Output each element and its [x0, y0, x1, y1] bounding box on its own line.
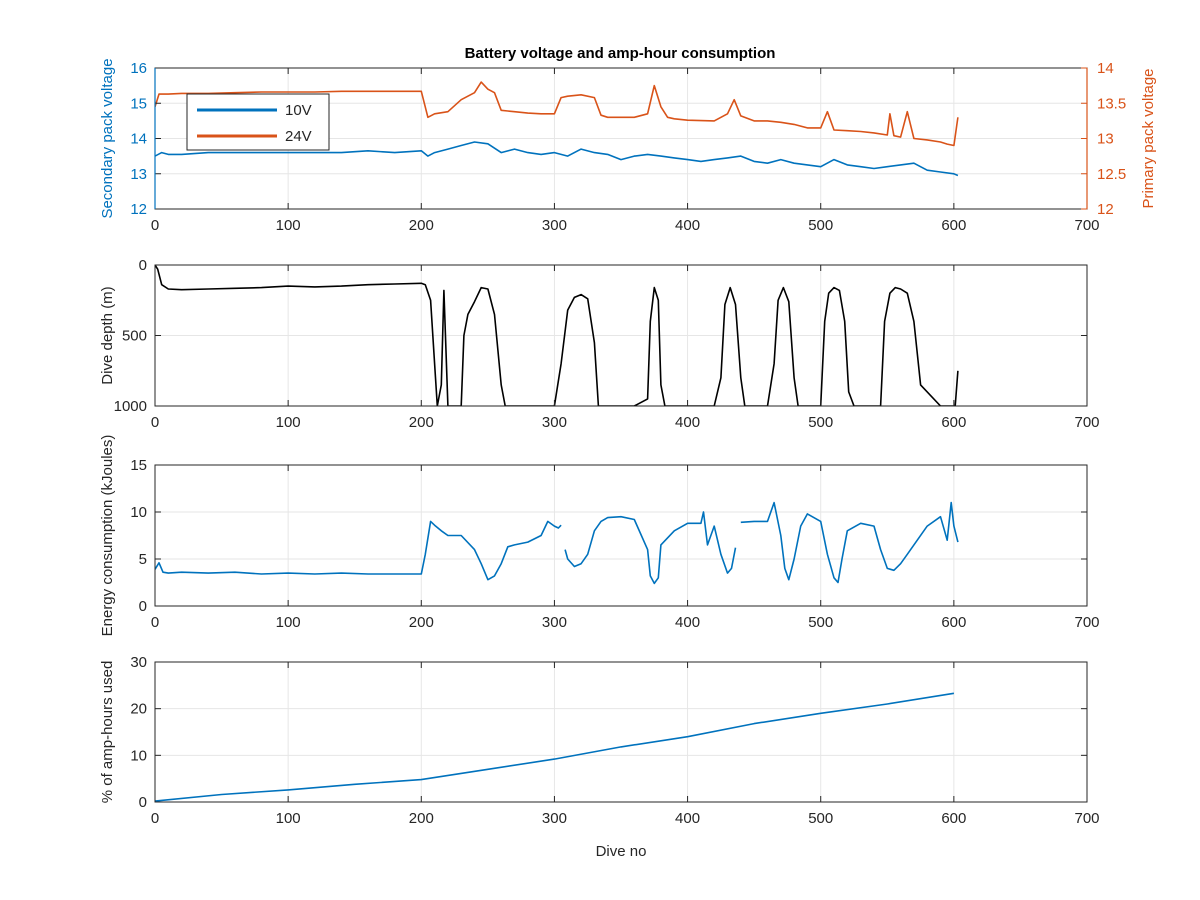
- x-tick-label: 0: [151, 217, 159, 234]
- subplot-4: 0 100 200 300 400 500 600 700 0 10 20 30 % of amp-ho…: [99, 654, 1100, 860]
- x-tick-label: 400: [675, 810, 700, 827]
- y-tick-label: 30: [130, 654, 147, 671]
- y-tick-label: 500: [122, 328, 147, 345]
- y-tick-label: 14: [130, 131, 147, 148]
- x-tick-label: 100: [276, 810, 301, 827]
- x-tick-label: 300: [542, 614, 567, 631]
- x-tick-label: 200: [409, 810, 434, 827]
- y-tick-label: 0: [139, 794, 147, 811]
- subplots-container: 0 100 200 300 400 500 600 70012131415161212.513…: [99, 58, 1157, 860]
- y-tick-label: 1000: [114, 398, 147, 415]
- x-tick-label: 300: [542, 810, 567, 827]
- y-tick-label: 15: [130, 95, 147, 112]
- legend-box: [186, 93, 330, 151]
- x-tick-label: 700: [1074, 217, 1099, 234]
- figure-title: Battery voltage and amp-hour consumption: [465, 45, 776, 62]
- x-tick-label: 700: [1074, 810, 1099, 827]
- subplot-1: 0 100 200 300 400 500 600 70012131415161212.513…: [99, 58, 1157, 234]
- x-axis-label: Dive no: [596, 843, 647, 860]
- y-axis-label: Secondary pack voltage: [99, 58, 116, 218]
- y-tick-label: 12: [130, 201, 147, 218]
- series-line-24V: [155, 81, 959, 147]
- y2-tick-label: 12.5: [1097, 166, 1126, 183]
- y-axis-label: % of amp-hours used: [99, 661, 116, 804]
- x-tick-label: 600: [941, 217, 966, 234]
- x-tick-label: 500: [808, 217, 833, 234]
- y-axis-label: Dive depth (m): [99, 286, 116, 384]
- y-tick-label: 15: [130, 457, 147, 474]
- subplot-3: 0 100 200 300 400 500 600 700 0 5 10 15 Energy consu…: [99, 435, 1100, 637]
- x-tick-label: 700: [1074, 614, 1099, 631]
- y-tick-label: 20: [130, 701, 147, 718]
- x-tick-label: 500: [808, 614, 833, 631]
- subplot-2: 0 100 200 300 400 500 600 700 0 500 1000 Dive depth…: [99, 257, 1100, 431]
- y-tick-label: 10: [130, 747, 147, 764]
- axes-box: [154, 464, 1088, 607]
- y-tick-label: 10: [130, 504, 147, 521]
- plot-area: [155, 662, 1087, 802]
- x-tick-label: 0: [151, 614, 159, 631]
- series-line-series-1: [155, 265, 959, 406]
- series-line-10V: [155, 141, 959, 177]
- legend-label-24V: 24V: [285, 128, 312, 145]
- y-axis-label: Energy consumption (kJoules): [99, 435, 116, 637]
- series-line-series-1-segment-1: [155, 520, 562, 581]
- series-line-series-1-segment-3: [740, 501, 959, 584]
- x-tick-label: 400: [675, 614, 700, 631]
- y-tick-label: 5: [139, 551, 147, 568]
- x-tick-label: 200: [409, 414, 434, 431]
- x-tick-label: 500: [808, 810, 833, 827]
- axes-box: [154, 661, 1088, 803]
- x-tick-label: 0: [151, 810, 159, 827]
- y-tick-label: 0: [139, 598, 147, 615]
- x-tick-label: 300: [542, 414, 567, 431]
- y2-axis-label: Primary pack voltage: [1140, 68, 1157, 208]
- series-line-series-1: [155, 692, 955, 802]
- x-tick-label: 600: [941, 414, 966, 431]
- y-tick-label: 16: [130, 60, 147, 77]
- x-tick-label: 400: [675, 414, 700, 431]
- legend-label-10V: 10V: [285, 102, 312, 119]
- x-tick-label: 100: [276, 414, 301, 431]
- x-tick-label: 100: [276, 217, 301, 234]
- x-tick-label: 0: [151, 414, 159, 431]
- x-tick-label: 200: [409, 217, 434, 234]
- x-tick-label: 400: [675, 217, 700, 234]
- legend: 10V 24V: [186, 93, 330, 151]
- x-tick-label: 600: [941, 810, 966, 827]
- y2-tick-label: 13: [1097, 131, 1114, 148]
- x-tick-label: 300: [542, 217, 567, 234]
- x-tick-label: 700: [1074, 414, 1099, 431]
- y2-tick-label: 14: [1097, 60, 1114, 77]
- series-line-series-1-segment-2: [564, 511, 737, 585]
- x-tick-label: 100: [276, 614, 301, 631]
- y2-tick-label: 13.5: [1097, 95, 1126, 112]
- y-tick-label: 13: [130, 166, 147, 183]
- x-tick-label: 500: [808, 414, 833, 431]
- y2-tick-label: 12: [1097, 201, 1114, 218]
- x-tick-label: 600: [941, 614, 966, 631]
- x-tick-label: 200: [409, 614, 434, 631]
- plot-area: [155, 465, 1087, 606]
- y-tick-label: 0: [139, 257, 147, 274]
